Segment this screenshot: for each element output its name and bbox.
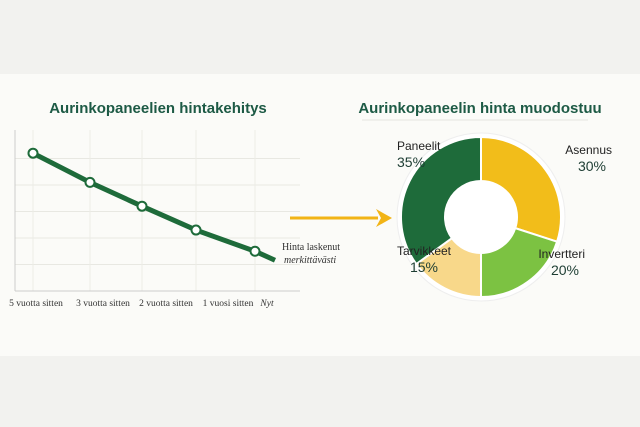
x-tick-label: 1 vuosi sitten: [203, 299, 254, 309]
slice-label: Asennus: [565, 143, 612, 157]
slice-label: Paneelit: [397, 139, 441, 153]
slice-percent: 15%: [410, 259, 438, 275]
slice-percent: 20%: [551, 262, 579, 278]
arrow-head-icon: [376, 209, 392, 227]
line-series: [27, 147, 277, 263]
slice-percent: 35%: [397, 154, 425, 170]
donut-title: Aurinkopaneelin hinta muodostuu: [358, 100, 601, 117]
slice-label: Tarvikkeet: [397, 244, 452, 258]
price-line: [31, 150, 277, 263]
data-point: [190, 224, 202, 236]
annotation-line2: merkittävästi: [284, 255, 336, 266]
data-point: [249, 245, 261, 257]
annotation-line1: Hinta laskenut: [282, 242, 340, 253]
x-tick-label: 3 vuotta sitten: [76, 299, 130, 309]
x-tick-label: Nyt: [259, 299, 274, 309]
donut-slice-asennus: [480, 135, 562, 243]
slice-label: Invertteri: [538, 247, 585, 261]
x-tick-label: 2 vuotta sitten: [139, 299, 193, 309]
donut-slice-paneelit: [400, 135, 482, 266]
data-point: [84, 176, 96, 188]
slice-percent: 30%: [578, 158, 606, 174]
line-chart-title: Aurinkopaneelien hintakehitys: [49, 100, 267, 117]
x-tick-label: 5 vuotta sitten: [9, 299, 63, 309]
donut: [400, 135, 562, 299]
data-point: [136, 200, 148, 212]
x-ticks: 5 vuotta sitten 3 vuotta sitten 2 vuotta s…: [9, 299, 274, 309]
data-point: [27, 147, 39, 159]
